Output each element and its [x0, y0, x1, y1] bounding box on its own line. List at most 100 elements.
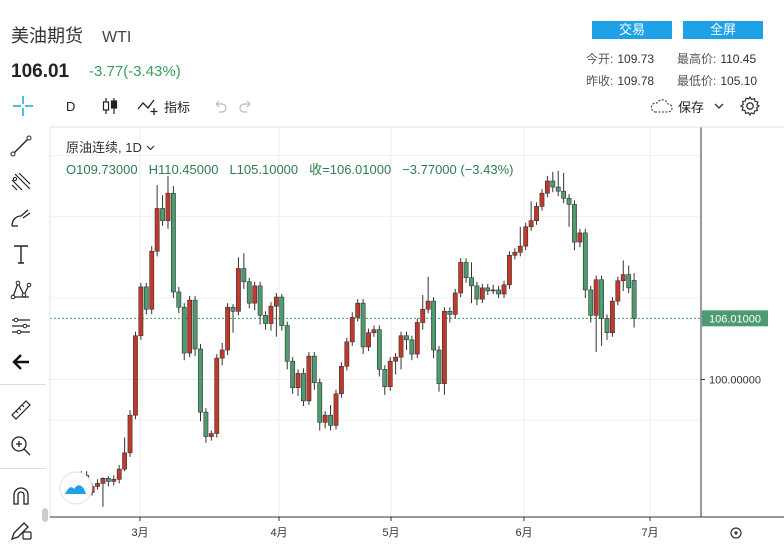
trend-line-tool[interactable]	[6, 132, 36, 160]
brush-tool[interactable]	[6, 204, 36, 232]
candle	[192, 296, 198, 357]
candle	[631, 273, 637, 328]
candle	[561, 172, 567, 204]
measure-tool[interactable]	[6, 312, 36, 340]
logo-badge[interactable]	[59, 471, 93, 505]
candle-body	[203, 411, 209, 437]
candle-body	[593, 279, 599, 316]
time-axis: 3月 4月 5月 6月 7月	[131, 517, 659, 539]
settings-button[interactable]	[739, 92, 761, 120]
candle	[534, 202, 539, 225]
candle	[301, 368, 306, 407]
candle	[550, 171, 556, 193]
magnet-icon	[13, 487, 29, 505]
pattern-tool[interactable]	[6, 276, 36, 304]
candle-body	[301, 373, 306, 402]
text-tool[interactable]	[6, 240, 36, 268]
low-value: 105.10	[720, 74, 758, 88]
candle-body	[246, 281, 252, 304]
candle-body	[344, 341, 350, 367]
candle	[328, 404, 333, 431]
candle-body	[198, 348, 203, 413]
brush-icon	[11, 209, 31, 227]
candle-body	[143, 286, 149, 310]
hide-toolbar-button[interactable]	[6, 348, 36, 376]
last-price: 106.01	[11, 61, 70, 82]
legend-low: L105.10000	[229, 162, 299, 177]
candle	[208, 430, 214, 441]
candle-body	[111, 479, 117, 482]
candle	[485, 283, 491, 296]
save-button[interactable]: 保存	[648, 92, 726, 120]
fullscreen-button[interactable]: 全屏	[683, 21, 763, 39]
candle-body	[339, 365, 344, 395]
time-axis-settings-icon	[730, 527, 742, 539]
candle	[469, 262, 474, 304]
back-arrow-icon	[12, 354, 29, 370]
candle-body	[252, 285, 258, 304]
high-stat: 最高价: 110.45	[677, 50, 756, 67]
candle-body	[490, 289, 496, 292]
candle	[382, 365, 388, 395]
undo-icon	[215, 100, 227, 113]
candle	[620, 260, 626, 291]
candle	[116, 465, 122, 484]
price-change: -3.77(-3.43%)	[89, 63, 181, 80]
candle	[252, 281, 258, 311]
chart-type-button[interactable]	[100, 92, 120, 120]
ohlc-legend: O109.73000 H110.45000 L105.10000 收=106.0100…	[66, 159, 525, 178]
cloud-icon	[650, 99, 673, 113]
legend-change: −3.77000 (−3.43%)	[402, 162, 514, 177]
trade-button[interactable]: 交易	[592, 21, 672, 39]
undo-button[interactable]	[212, 92, 228, 120]
prev-close-value: 109.78	[617, 74, 655, 88]
candle	[230, 304, 236, 333]
interval-button[interactable]: D	[66, 98, 76, 114]
x-tick-label: 7月	[641, 527, 658, 539]
candle-body	[349, 317, 355, 343]
candle-body	[577, 232, 583, 243]
pitchfork-icon	[11, 172, 31, 191]
candle	[393, 353, 399, 375]
candle	[273, 292, 279, 337]
ruler-tool[interactable]	[6, 396, 36, 424]
candle-body	[219, 349, 225, 359]
text-icon	[14, 245, 28, 264]
candle	[236, 257, 241, 316]
candle	[219, 342, 225, 366]
candle-body	[263, 315, 268, 324]
zoom-icon	[11, 436, 31, 456]
crosshair-button[interactable]	[10, 92, 36, 120]
x-tick-label: 5月	[382, 527, 399, 539]
pitchfork-tool[interactable]	[6, 168, 36, 196]
series-legend[interactable]: 原油连续, 1D	[66, 137, 155, 156]
candle-body	[160, 208, 165, 221]
candle	[425, 276, 431, 314]
candle	[138, 282, 144, 340]
lock-drawings-tool[interactable]	[6, 516, 36, 544]
candle-body	[138, 286, 144, 337]
time-axis-settings-button[interactable]	[730, 527, 742, 539]
series-timeframe: 1D	[125, 140, 142, 155]
candle-body	[507, 255, 512, 286]
candle-body	[236, 268, 241, 312]
candle	[507, 251, 512, 289]
candle-body	[306, 355, 312, 402]
redo-button[interactable]	[238, 92, 254, 120]
candle	[626, 265, 632, 293]
magnet-tool[interactable]	[6, 482, 36, 510]
candle	[398, 331, 404, 370]
indicator-button[interactable]: 指标	[136, 92, 190, 120]
candle	[160, 195, 165, 226]
candle-body	[512, 251, 518, 256]
last-price-tag-label: 106.01000	[709, 313, 761, 325]
candle	[295, 369, 301, 396]
sidebar-scroll-handle[interactable]	[42, 508, 48, 522]
candle	[198, 343, 203, 422]
zoom-tool[interactable]	[6, 432, 36, 460]
candle	[181, 303, 187, 361]
candle	[143, 282, 149, 315]
candle-body	[241, 268, 247, 283]
